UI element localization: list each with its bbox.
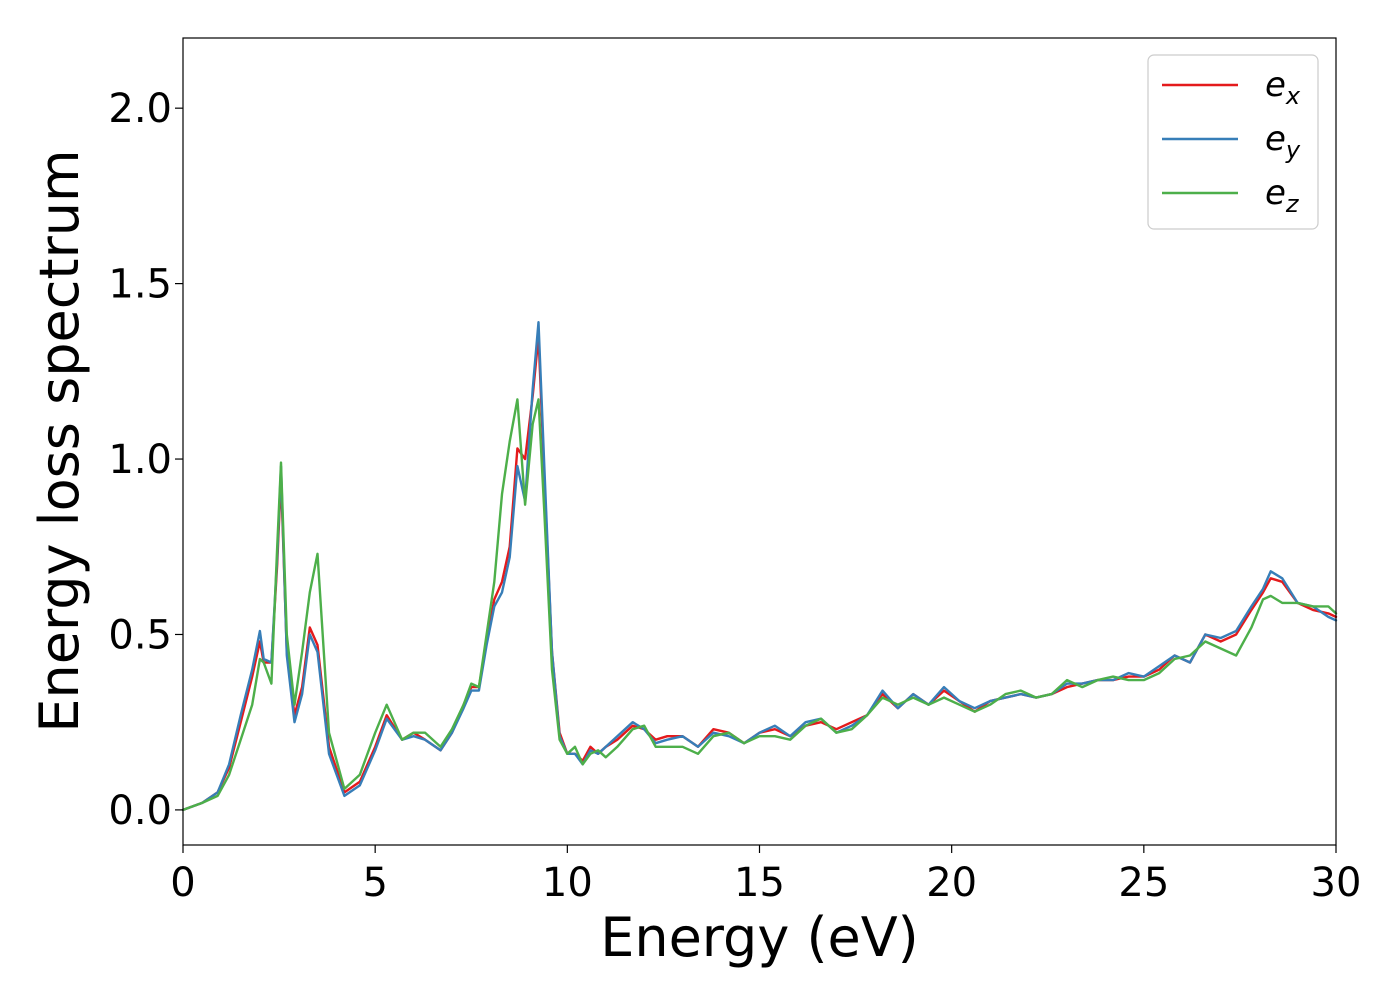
x-axis: 0 5 10 15 20 25 30 — [170, 845, 1361, 906]
series-line-z — [181, 398, 1338, 812]
x-tick-label: 20 — [926, 860, 977, 906]
series-line-y — [181, 321, 1338, 812]
x-tick-label: 0 — [170, 860, 195, 906]
legend-label-z: ez — [1265, 173, 1300, 218]
y-axis-title: Energy loss spectrum — [28, 149, 91, 732]
y-tick-label: 0.0 — [108, 788, 172, 834]
x-tick-label: 10 — [542, 860, 593, 906]
series-lines — [181, 321, 1338, 812]
legend-box — [1147, 54, 1319, 230]
x-axis-title: Energy (eV) — [600, 906, 919, 969]
legend-label-y: ey — [1265, 119, 1301, 164]
legend: ex ey ez — [1147, 54, 1319, 230]
legend-label-x: ex — [1265, 65, 1301, 110]
x-tick-label: 15 — [734, 860, 785, 906]
y-tick-label: 1.0 — [108, 437, 172, 483]
y-tick-label: 2.0 — [108, 86, 172, 132]
y-tick-label: 0.5 — [108, 612, 172, 658]
y-tick-label: 1.5 — [108, 262, 172, 308]
x-tick-label: 25 — [1118, 860, 1169, 906]
x-tick-label: 30 — [1311, 860, 1362, 906]
y-axis: 0.0 0.5 1.0 1.5 2.0 — [108, 86, 183, 834]
x-tick-label: 5 — [362, 860, 387, 906]
